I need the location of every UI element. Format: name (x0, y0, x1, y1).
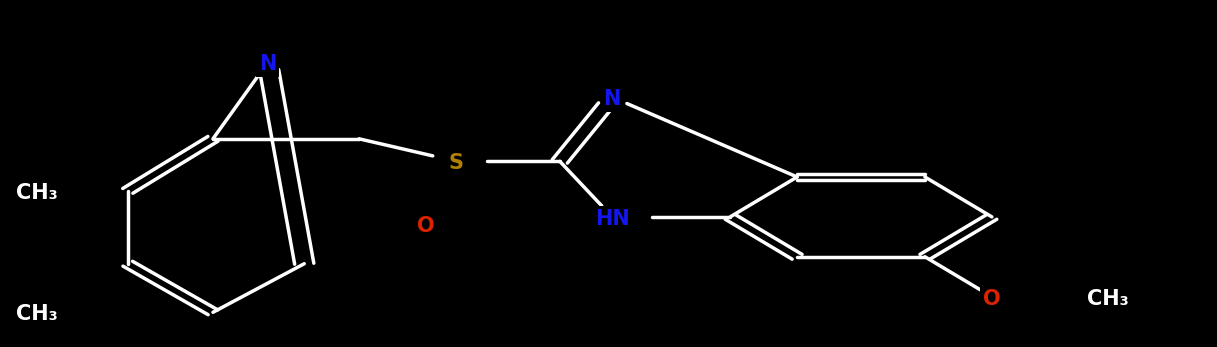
Text: N: N (259, 54, 276, 75)
Text: O: O (417, 216, 434, 236)
Text: HN: HN (595, 209, 629, 229)
Text: N: N (604, 89, 621, 109)
Text: S: S (449, 153, 464, 174)
Text: CH₃: CH₃ (16, 304, 57, 324)
Text: O: O (983, 289, 1000, 309)
Text: CH₃: CH₃ (16, 183, 57, 203)
Text: S: S (449, 153, 464, 174)
Text: O: O (983, 289, 1000, 309)
Text: N: N (259, 54, 276, 75)
Text: CH₃: CH₃ (1087, 289, 1128, 309)
Text: N: N (604, 89, 621, 109)
Text: HN: HN (595, 209, 629, 229)
Text: O: O (417, 216, 434, 236)
